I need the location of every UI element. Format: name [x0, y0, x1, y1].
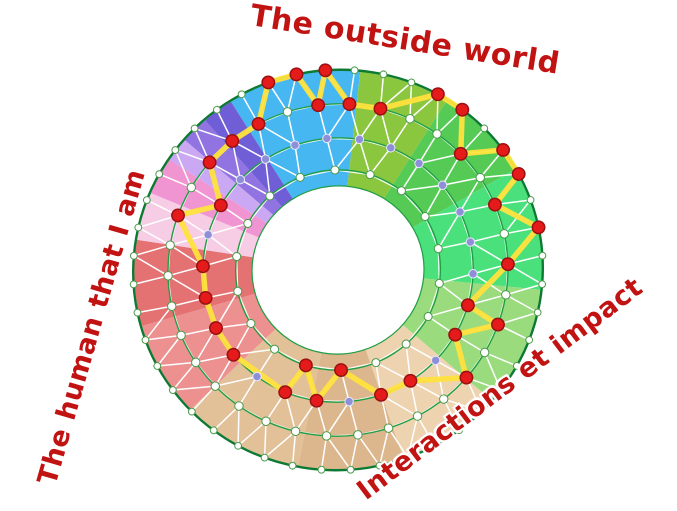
torus-diagram-canvas: [129, 63, 547, 474]
torus-diagram-stage: The outside world The human that I am In…: [32, 0, 649, 507]
